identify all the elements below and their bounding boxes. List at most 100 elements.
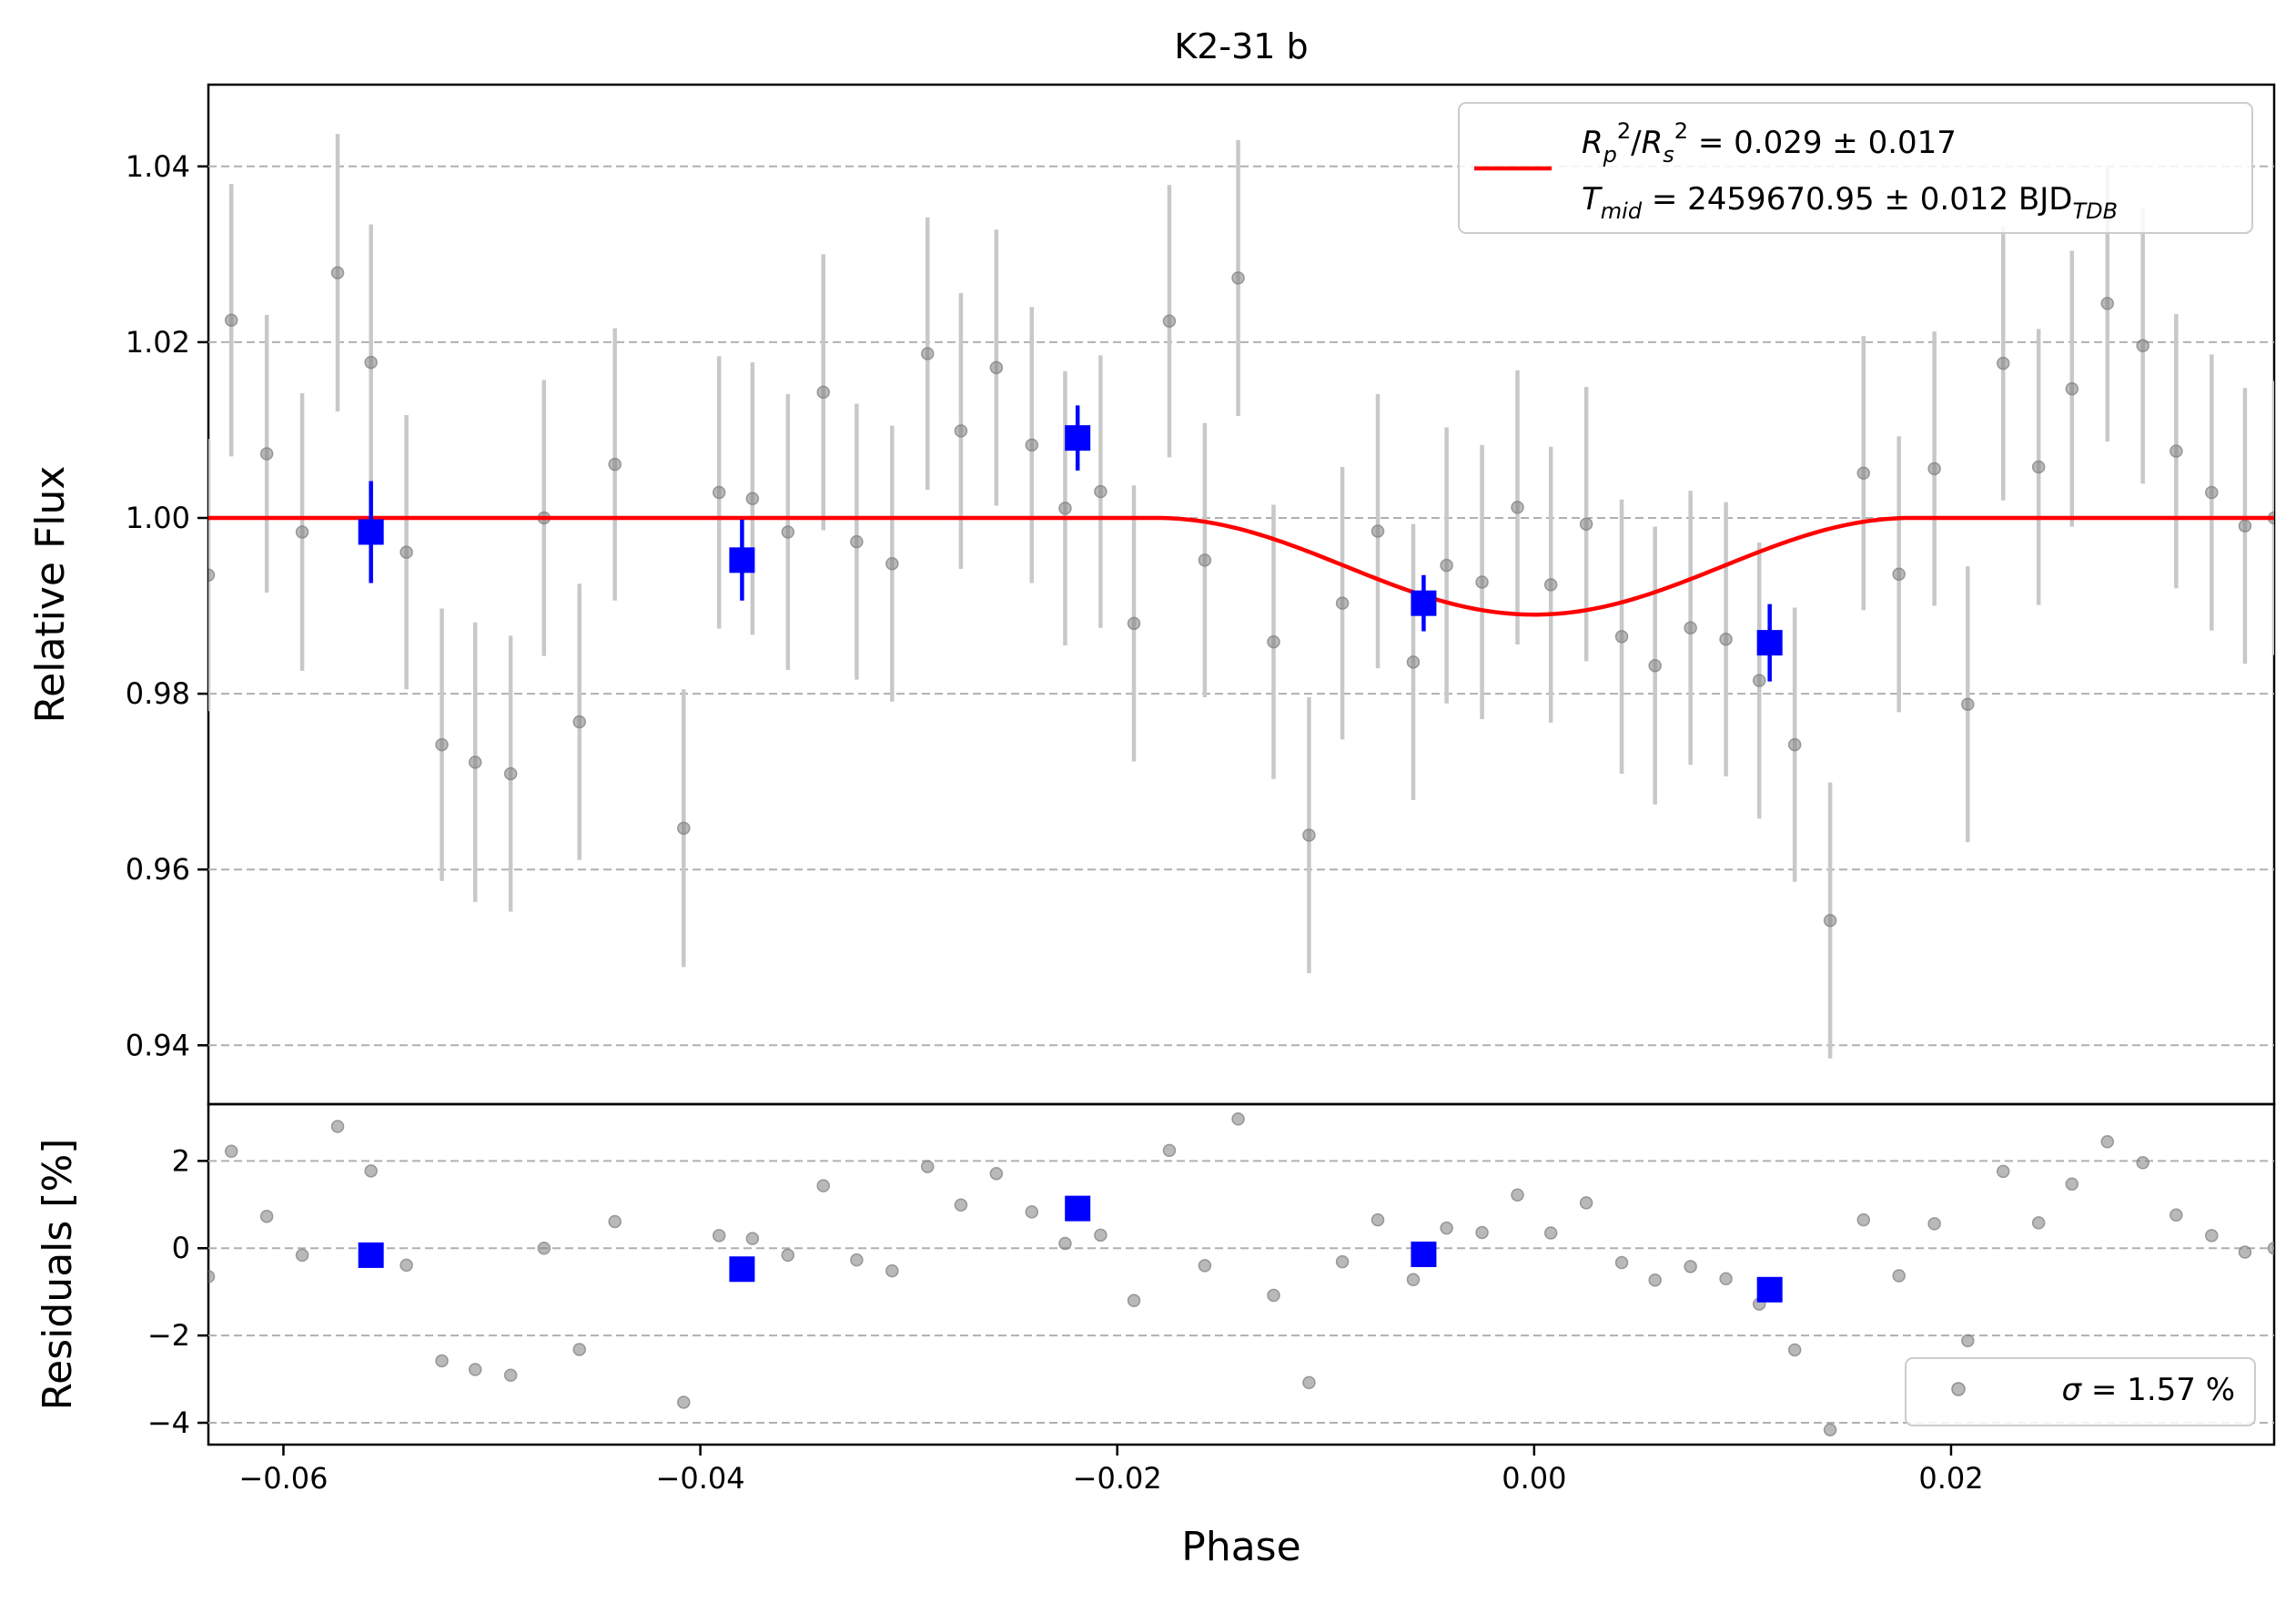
residual-point [1162, 1143, 1177, 1158]
residual-point [1543, 1226, 1558, 1240]
residual-point [2238, 1245, 2252, 1259]
phase-x-axis-label: Phase [1181, 1524, 1300, 1570]
phase-x-ticks: −0.06 −0.04 −0.02 0.00 0.02 [238, 1445, 1984, 1496]
flux-data-point [850, 534, 864, 549]
legend-radius-ratio-label: Rp2/Rs2 = 0.029 ± 0.017 [1582, 118, 1957, 167]
chart-title: K2-31 b [1174, 26, 1308, 66]
residual-binned-point [1065, 1195, 1091, 1222]
residual-point [1648, 1273, 1662, 1287]
residual-point [1719, 1272, 1733, 1286]
flux-data-point [1579, 517, 1593, 532]
flux-data-point [435, 737, 449, 752]
flux-y-tick-label: 1.02 [126, 325, 190, 360]
flux-data-point [1961, 697, 1975, 711]
flux-y-tick-label: 1.00 [126, 501, 190, 535]
flux-data-point [468, 756, 482, 769]
residual-point [1231, 1112, 1245, 1126]
residuals-legend: σ = 1.57 % [1905, 1357, 2256, 1426]
flux-data-point [1198, 553, 1212, 567]
residual-point [1684, 1260, 1697, 1273]
residual-point [885, 1263, 899, 1278]
flux-binned-point [1065, 425, 1091, 451]
residual-point [677, 1395, 691, 1409]
residual-point [1127, 1294, 1141, 1308]
residual-point [1094, 1228, 1108, 1243]
residuals-y-ticks: −4 −2 0 2 [147, 1143, 208, 1440]
flux-data-point [1231, 271, 1245, 285]
flux-data-point [2205, 485, 2219, 500]
transit-model-line [208, 515, 2274, 617]
flux-y-tick-label: 0.94 [126, 1028, 190, 1062]
flux-data-point [2031, 460, 2046, 474]
residual-point [435, 1354, 449, 1368]
flux-data-point [989, 360, 1004, 375]
residuals-legend-box [1905, 1357, 2256, 1426]
flux-data-point [921, 347, 935, 360]
flux-data-point [503, 766, 518, 781]
residual-point [572, 1343, 586, 1356]
phase-x-tick-label: 0.00 [1502, 1461, 1566, 1496]
residual-point [2136, 1156, 2149, 1170]
residual-point [2100, 1134, 2115, 1149]
residual-point [608, 1214, 622, 1229]
flux-data-point [224, 313, 238, 328]
residuals-y-tick-label: 2 [172, 1143, 190, 1178]
residual-point [1267, 1288, 1280, 1303]
flux-data-point [1335, 596, 1350, 610]
flux-data-point [1684, 621, 1697, 634]
residual-point [712, 1229, 726, 1243]
phase-x-tick-label: 0.02 [1918, 1461, 1983, 1496]
residual-point [295, 1248, 309, 1263]
flux-data-point [1025, 438, 1039, 452]
residuals-binned-points [358, 1195, 1783, 1303]
flux-y-ticks: 0.94 0.96 0.98 1.00 1.02 1.04 [126, 149, 208, 1062]
residual-point [850, 1253, 864, 1267]
flux-y-tick-label: 1.04 [126, 149, 190, 184]
residual-point [2267, 1241, 2274, 1255]
flux-binned-points [358, 405, 1783, 682]
flux-binned-point [358, 519, 384, 545]
flux-data-point [364, 355, 378, 370]
flux-data-point [1475, 575, 1489, 589]
residual-point [503, 1368, 518, 1383]
flux-data-point [2100, 297, 2115, 310]
flux-data-point [1440, 558, 1453, 573]
residual-point [400, 1258, 413, 1273]
flux-data-point [330, 266, 345, 279]
legend-sigma-label: σ = 1.57 % [2062, 1372, 2235, 1408]
residual-point [921, 1160, 935, 1173]
flux-data-point [1996, 356, 2010, 370]
residual-point [259, 1209, 274, 1223]
flux-data-point [2170, 444, 2183, 458]
flux-data-point [781, 525, 795, 539]
residual-point [224, 1144, 238, 1159]
flux-data-point [1856, 466, 1870, 481]
residual-point [2205, 1229, 2219, 1243]
residual-point [1856, 1212, 1870, 1227]
residual-point [2065, 1177, 2079, 1191]
flux-legend-box [1458, 102, 2253, 234]
flux-data-point [745, 492, 760, 506]
flux-data-points [208, 266, 2274, 928]
residual-point [1025, 1205, 1039, 1219]
legend-residual-marker [1951, 1382, 1966, 1396]
flux-data-point [295, 525, 309, 539]
residuals-y-tick-label: −4 [147, 1405, 190, 1440]
residual-point [816, 1179, 830, 1192]
residual-point [364, 1164, 378, 1178]
flux-data-point [712, 485, 726, 500]
residual-point [1614, 1255, 1629, 1270]
flux-y-tick-label: 0.96 [126, 852, 190, 887]
residual-binned-point [729, 1256, 755, 1283]
flux-data-point [1823, 913, 1837, 928]
residual-point [537, 1241, 551, 1255]
flux-data-point [1267, 634, 1280, 649]
residual-point [1823, 1423, 1837, 1436]
flux-data-point [1406, 655, 1421, 669]
residuals-y-tick-label: 0 [172, 1231, 190, 1265]
residual-binned-point [1756, 1276, 1783, 1303]
flux-data-point [1543, 578, 1558, 592]
flux-data-point [1371, 524, 1385, 538]
flux-binned-point [1756, 630, 1783, 656]
